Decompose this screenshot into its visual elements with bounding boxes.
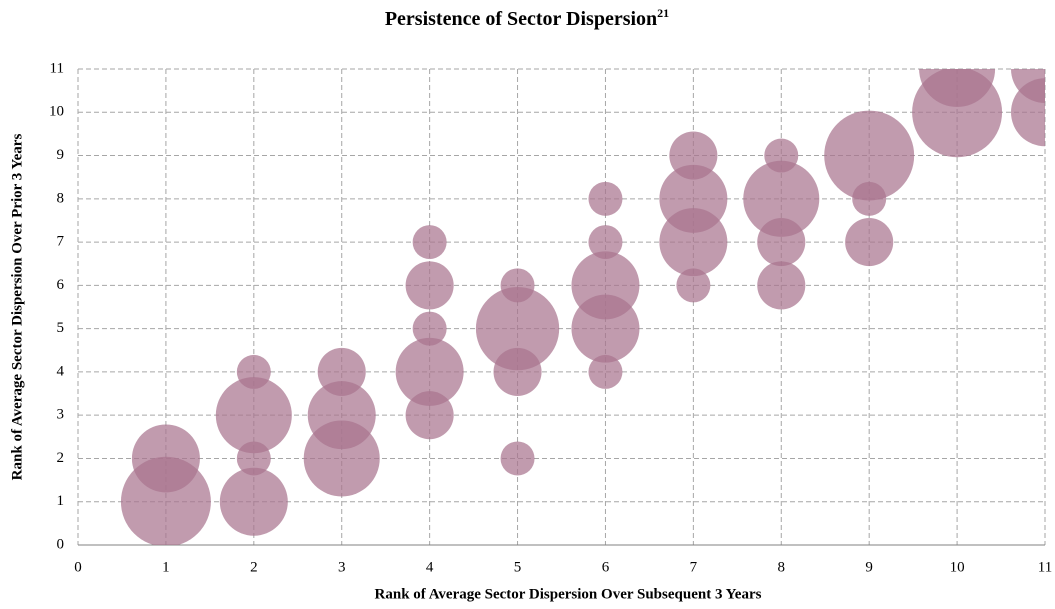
bubble	[824, 110, 915, 201]
bubbles	[120, 69, 1045, 545]
chart-title: Persistence of Sector Dispersion21	[385, 6, 669, 30]
x-tick-label: 9	[865, 559, 873, 575]
bubble	[215, 377, 292, 454]
bubble	[236, 441, 271, 476]
y-tick-label: 5	[57, 320, 65, 336]
bubble	[676, 268, 711, 303]
bubble	[412, 225, 447, 260]
y-tick-label: 1	[57, 493, 65, 509]
y-tick-label: 11	[50, 60, 64, 76]
x-tick-label: 6	[602, 559, 610, 575]
bubble	[912, 69, 1003, 158]
tick-labels: 0 1 2 3 4 5 6 7 8 9 10 11 0 1 2 3 4 5 6 7 8 9 10 11	[49, 60, 1052, 575]
x-tick-label: 4	[426, 559, 434, 575]
bubble	[303, 420, 380, 497]
bubble	[405, 391, 454, 440]
y-tick-label: 8	[57, 190, 65, 206]
x-tick-label: 5	[514, 559, 522, 575]
x-tick-label: 3	[338, 559, 346, 575]
bubble	[588, 354, 623, 389]
y-tick-label: 10	[49, 104, 64, 120]
x-tick-label: 0	[74, 559, 82, 575]
bubble	[571, 294, 640, 363]
bubble	[588, 181, 623, 216]
title-footnote: 21	[657, 6, 669, 20]
y-tick-label: 3	[57, 407, 65, 423]
bubble	[120, 456, 211, 545]
y-tick-label: 7	[57, 234, 65, 250]
bubble	[852, 181, 887, 216]
bubble	[757, 261, 806, 310]
bubble	[845, 218, 894, 267]
x-tick-label: 10	[950, 559, 965, 575]
bubble	[588, 225, 623, 260]
bubble	[757, 218, 806, 267]
bubble	[395, 337, 464, 406]
bubble	[500, 441, 535, 476]
x-tick-label: 7	[690, 559, 698, 575]
x-tick-label: 8	[778, 559, 786, 575]
y-tick-label: 9	[57, 147, 65, 163]
bubble	[475, 286, 560, 371]
bubble	[1011, 78, 1045, 147]
x-tick-label: 11	[1038, 559, 1052, 575]
bubble	[219, 467, 288, 536]
y-tick-label: 2	[57, 450, 65, 466]
bubble	[659, 208, 728, 277]
bubble	[743, 160, 820, 237]
bubble	[405, 261, 454, 310]
bubble	[412, 311, 447, 346]
y-tick-label: 4	[57, 363, 65, 379]
y-tick-label: 0	[57, 536, 65, 552]
x-tick-label: 2	[250, 559, 258, 575]
x-tick-label: 1	[162, 559, 170, 575]
bubble	[493, 347, 542, 396]
y-tick-label: 6	[57, 277, 65, 293]
x-axis-label: Rank of Average Sector Dispersion Over S…	[375, 586, 762, 602]
y-axis-label: Rank of Average Sector Dispersion Over P…	[9, 134, 25, 481]
title-text: Persistence of Sector Dispersion	[385, 8, 657, 30]
